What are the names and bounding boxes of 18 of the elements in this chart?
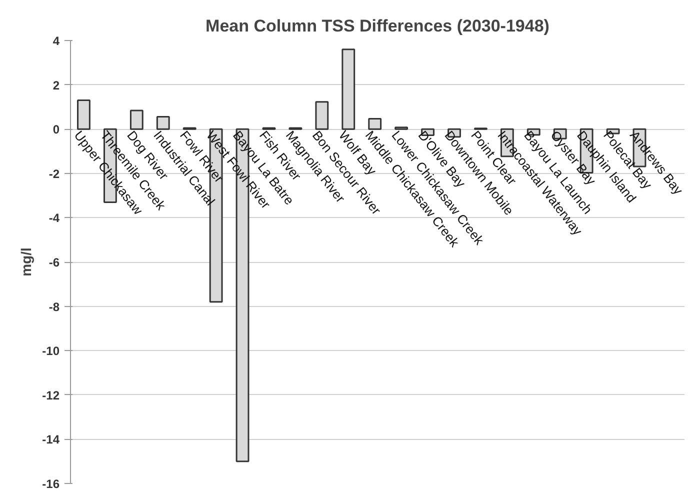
y-tick-label: 2 [52,78,60,92]
y-tick-label: 0 [52,122,60,137]
y-tick-label: -10 [42,344,60,358]
bar [156,116,170,130]
y-tick-label: -8 [48,300,60,314]
y-tick-label: 4 [52,34,60,48]
bar [130,110,144,130]
y-tick-label: -6 [48,256,60,270]
bar [77,100,90,130]
y-tick-label: -14 [42,432,60,447]
y-axis-title: mg/l [18,248,34,276]
y-tick-label: -12 [42,388,60,402]
chart-title: Mean Column TSS Differences (2030-1948) [206,16,550,36]
bar [368,118,382,130]
bar [315,101,329,130]
y-tick-label: -16 [42,477,60,491]
y-tick-label: -4 [48,211,60,226]
y-tick-label: -2 [48,166,60,181]
